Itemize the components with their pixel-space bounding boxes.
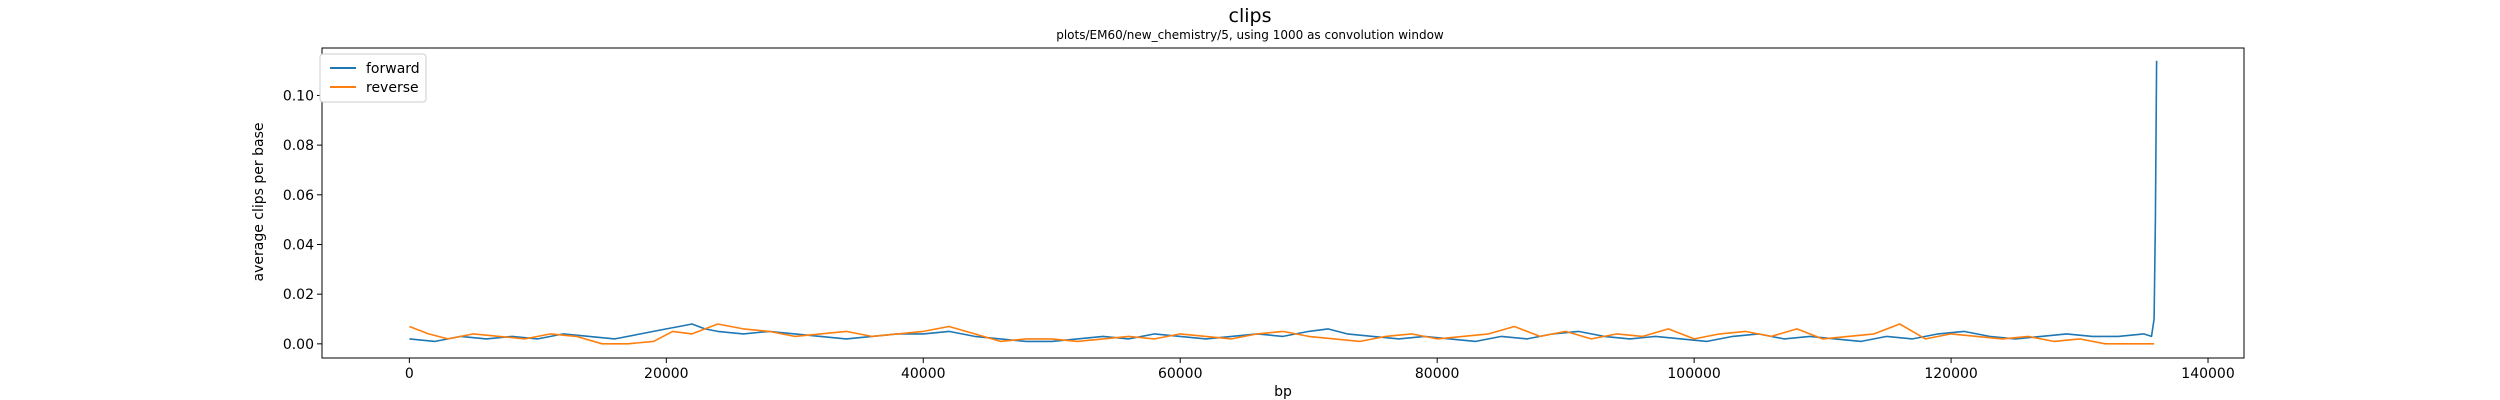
x-tick-label: 40000 [901,366,946,382]
y-axis-label: average clips per base [251,123,267,282]
y-tick-label: 0.04 [283,237,314,253]
y-tick-label: 0.06 [283,188,314,204]
chart-title: clips [1229,5,1272,27]
y-tick-label: 0.10 [283,88,314,104]
y-axis: 0.00 0.02 0.04 0.06 0.08 0.10 [283,88,322,353]
x-tick-label: 80000 [1415,366,1460,382]
plot-area [409,60,2158,345]
x-tick-label: 100000 [1667,366,1720,382]
legend: forward reverse [319,53,427,103]
y-tick-label: 0.00 [283,337,314,353]
x-tick-label: 120000 [1924,366,1977,382]
series-line-forward [409,60,2158,343]
x-tick-label: 60000 [1158,366,1203,382]
legend-box [319,53,427,103]
x-axis-label: bp [1274,384,1292,400]
x-tick-label: 140000 [2181,366,2234,382]
series-line-reverse [409,323,2155,345]
x-tick-label: 20000 [644,366,689,382]
plot-frame [321,47,2245,359]
x-axis: 0 20000 40000 60000 80000 100000 120000 140000 [405,358,2235,382]
legend-label-forward: forward [366,61,420,77]
x-tick-label: 0 [405,366,414,382]
y-tick-label: 0.08 [283,138,314,154]
chart-subtitle: plots/EM60/new_chemistry/5, using 1000 a… [1056,28,1444,42]
y-tick-label: 0.02 [283,287,314,303]
legend-label-reverse: reverse [366,80,419,96]
